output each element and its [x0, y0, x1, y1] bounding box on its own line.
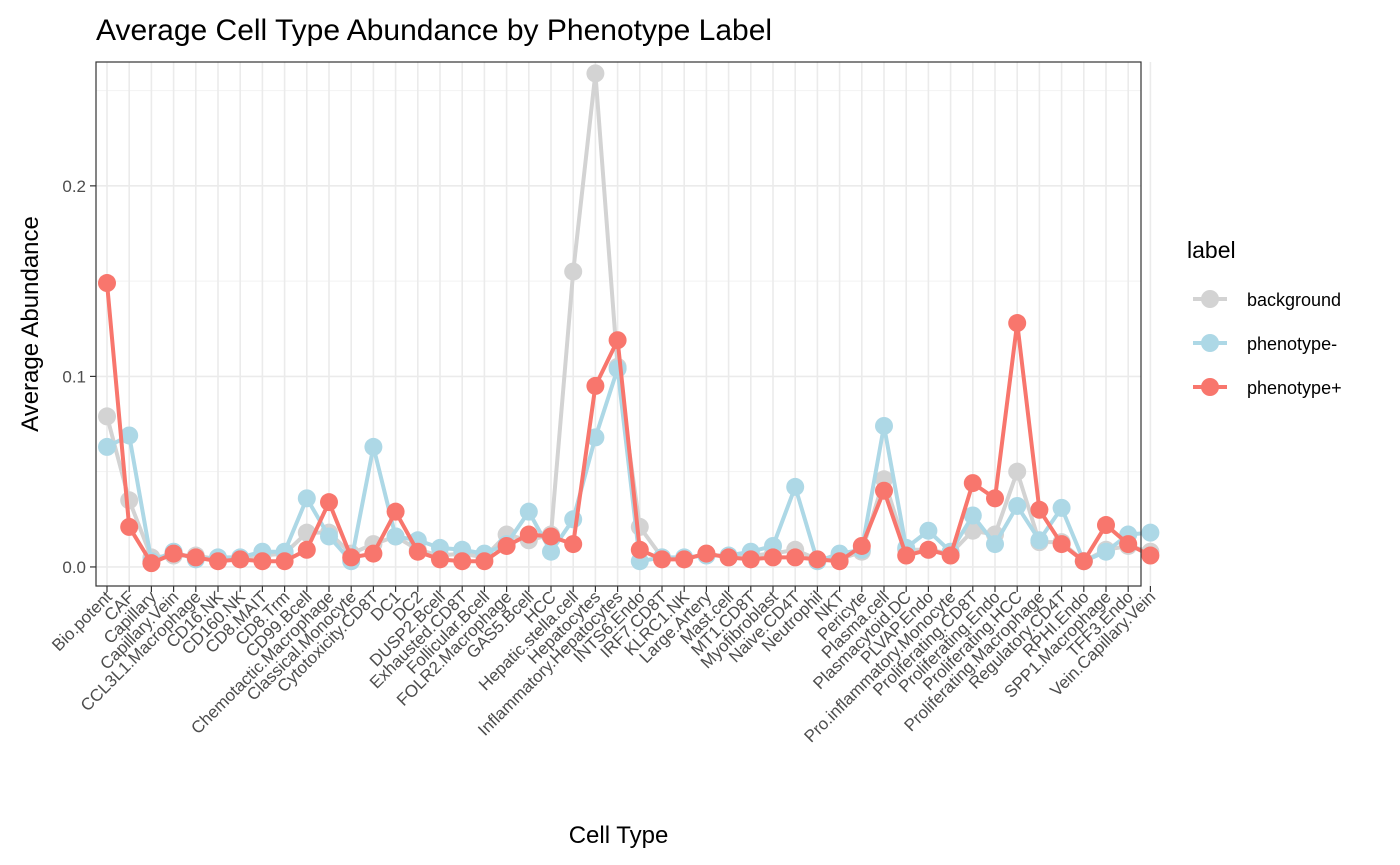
data-point-phenotype+ [852, 536, 871, 555]
data-point-phenotype- [120, 426, 139, 445]
data-point-phenotype- [364, 437, 383, 456]
data-point-background [1008, 462, 1027, 481]
data-point-phenotype+ [342, 548, 361, 567]
data-point-phenotype+ [808, 550, 827, 569]
data-point-phenotype- [919, 521, 938, 540]
data-point-phenotype+ [653, 550, 671, 569]
data-point-phenotype- [786, 477, 805, 496]
data-point-phenotype+ [1052, 535, 1071, 554]
plot-panel [96, 62, 1141, 586]
data-point-phenotype- [986, 535, 1004, 554]
data-point-phenotype+ [830, 552, 849, 571]
data-point-background [586, 64, 605, 83]
data-point-phenotype+ [453, 552, 472, 571]
series-phenotype+ [98, 274, 1160, 573]
legend-item-phenotype-: phenotype- [1193, 334, 1337, 354]
y-tick-label: 0.2 [62, 177, 86, 196]
chart-title: Average Cell Type Abundance by Phenotype… [96, 14, 772, 47]
data-point-phenotype- [386, 527, 405, 546]
data-point-phenotype+ [675, 550, 694, 569]
data-point-phenotype+ [231, 550, 250, 569]
data-point-phenotype+ [941, 546, 960, 565]
data-point-phenotype- [542, 542, 560, 561]
data-point-phenotype+ [1119, 535, 1138, 554]
x-tick-label: Bio.potent [48, 587, 116, 655]
data-point-phenotype+ [697, 544, 716, 563]
data-point-phenotype+ [164, 544, 183, 563]
data-point-phenotype+ [919, 540, 938, 559]
data-point-phenotype+ [963, 474, 982, 493]
data-point-phenotype+ [1030, 500, 1049, 519]
data-point-phenotype+ [741, 550, 760, 569]
legend: label background phenotype-phenotype+ [1187, 237, 1342, 398]
plot-panel-border [95, 61, 1142, 587]
x-axis-title: Cell Type [569, 822, 669, 849]
data-point-phenotype+ [186, 548, 205, 567]
legend-label: background [1247, 290, 1341, 310]
y-tick-label: 0.0 [62, 558, 86, 577]
legend-label: phenotype- [1247, 334, 1337, 354]
data-point-phenotype+ [786, 548, 805, 567]
series-layer [98, 64, 1160, 573]
data-point-phenotype+ [608, 331, 627, 350]
data-point-phenotype+ [497, 536, 516, 555]
data-point-phenotype+ [364, 544, 383, 563]
y-tick-label: 0.1 [62, 367, 86, 386]
data-point-phenotype- [963, 506, 982, 525]
legend-key-point [1201, 378, 1219, 396]
data-point-background [564, 262, 583, 281]
data-point-phenotype- [1008, 496, 1027, 515]
data-point-phenotype+ [719, 548, 738, 567]
data-point-phenotype+ [586, 376, 605, 395]
data-point-phenotype+ [320, 493, 338, 512]
data-point-phenotype- [98, 437, 116, 456]
legend-item-phenotype+: phenotype+ [1193, 378, 1342, 398]
data-point-phenotype+ [297, 540, 316, 559]
data-point-phenotype- [586, 428, 605, 447]
data-point-phenotype+ [564, 535, 583, 554]
data-point-phenotype+ [386, 502, 405, 521]
data-point-phenotype+ [1074, 552, 1093, 571]
data-point-phenotype- [519, 502, 538, 521]
legend-key-point [1201, 334, 1219, 352]
data-point-phenotype+ [142, 554, 161, 573]
data-point-phenotype+ [209, 552, 227, 571]
data-point-phenotype+ [875, 481, 893, 500]
data-point-phenotype+ [542, 527, 560, 546]
data-point-phenotype+ [1008, 314, 1027, 333]
data-point-phenotype+ [475, 552, 494, 571]
data-point-phenotype+ [630, 540, 649, 559]
legend-item-background: background [1193, 290, 1341, 310]
data-point-phenotype+ [253, 552, 272, 571]
data-point-phenotype+ [1097, 516, 1115, 535]
legend-label: phenotype+ [1247, 378, 1342, 398]
data-point-phenotype- [875, 416, 893, 435]
data-point-phenotype- [320, 527, 338, 546]
data-point-phenotype+ [98, 274, 116, 293]
legend-key-point [1201, 290, 1219, 308]
data-point-phenotype+ [897, 546, 916, 565]
data-point-background [98, 407, 116, 426]
y-axis-title: Average Abundance [17, 216, 44, 432]
data-point-phenotype+ [1141, 546, 1160, 565]
data-point-phenotype+ [408, 542, 427, 561]
data-point-phenotype- [1052, 498, 1071, 517]
data-point-phenotype- [1141, 523, 1160, 542]
data-point-phenotype+ [431, 550, 449, 569]
data-point-phenotype- [1097, 542, 1115, 561]
grid [96, 62, 1152, 586]
data-point-phenotype+ [764, 548, 782, 567]
data-point-phenotype- [297, 489, 316, 508]
data-point-phenotype- [608, 359, 627, 378]
data-point-phenotype+ [519, 525, 538, 544]
data-point-phenotype+ [120, 517, 139, 536]
legend-title: label [1187, 237, 1236, 263]
data-point-phenotype- [1030, 531, 1049, 550]
data-point-phenotype+ [986, 489, 1004, 508]
data-point-phenotype+ [275, 552, 294, 571]
